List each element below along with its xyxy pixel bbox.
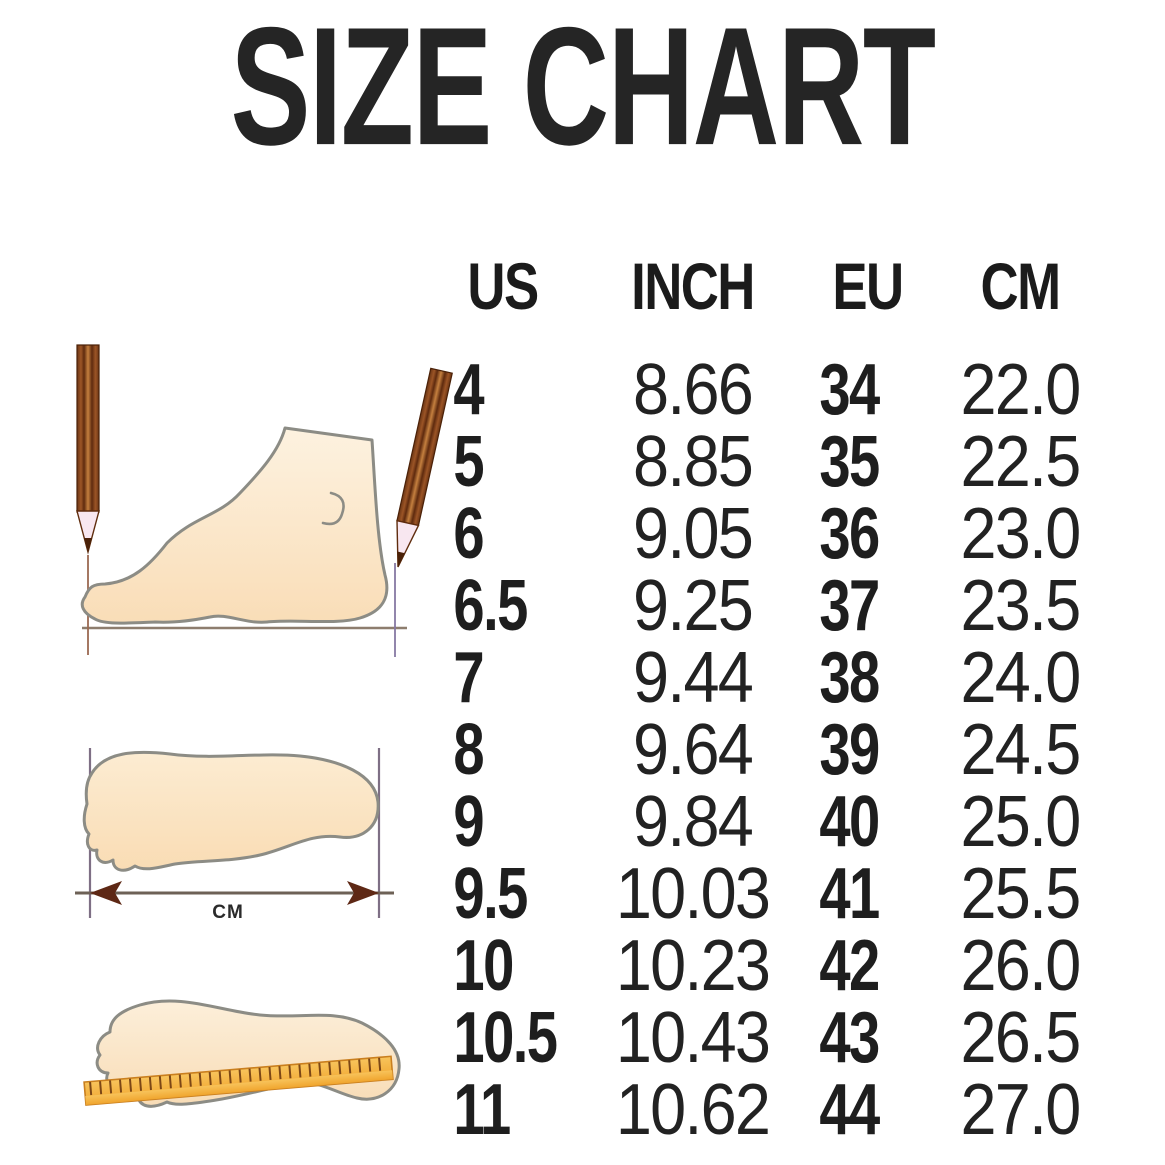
inch-cell: 10.03 (615, 854, 771, 934)
inch-cell: 9.84 (633, 782, 754, 862)
ankle-mark (321, 491, 345, 526)
table-row: 7 9.44 38 24.0 (430, 642, 1115, 714)
table-row: 9.5 10.03 41 25.5 (430, 858, 1115, 930)
cm-cell: 24.0 (960, 638, 1082, 718)
us-size-cell: 6.5 (453, 566, 528, 646)
cm-cell: 22.0 (960, 350, 1082, 430)
us-size-cell: 7 (453, 638, 484, 718)
us-size-cell: 11 (453, 1070, 511, 1150)
cm-cell: 26.0 (960, 926, 1082, 1006)
table-row: 5 8.85 35 22.5 (430, 426, 1115, 498)
foot-outline (80, 426, 389, 625)
inch-cell: 10.62 (615, 1070, 771, 1150)
table-row: 10.5 10.43 43 26.5 (430, 1002, 1115, 1074)
table-row: 6 9.05 36 23.0 (430, 498, 1115, 570)
header-inch: INCH (631, 249, 755, 323)
header-eu: EU (832, 249, 904, 323)
inch-cell: 9.44 (633, 638, 754, 718)
eu-cell: 34 (819, 350, 880, 430)
cm-cell: 26.5 (960, 998, 1082, 1078)
eu-cell: 43 (819, 998, 880, 1078)
cm-arrow-label: CM (212, 902, 244, 923)
inch-cell: 9.25 (633, 566, 754, 646)
us-size-cell: 9.5 (453, 854, 528, 934)
inch-cell: 9.64 (633, 710, 754, 790)
us-size-cell: 9 (453, 782, 484, 862)
eu-cell: 40 (819, 782, 880, 862)
table-row: 9 9.84 40 25.0 (430, 786, 1115, 858)
table-row: 8 9.64 39 24.5 (430, 714, 1115, 786)
foot-ruler-illustration (83, 999, 401, 1108)
header-cm: CM (980, 249, 1062, 323)
eu-cell: 44 (819, 1070, 880, 1150)
cm-cell: 25.0 (960, 782, 1082, 862)
us-size-cell: 5 (453, 422, 484, 502)
cm-cell: 24.5 (960, 710, 1082, 790)
pencil-left-icon (76, 344, 100, 555)
cm-cell: 27.0 (960, 1070, 1082, 1150)
cm-arrow (75, 881, 394, 905)
eu-cell: 41 (819, 854, 880, 934)
foot-length-arrow-illustration: CM (75, 748, 394, 923)
cm-cell: 25.5 (960, 854, 1082, 934)
inch-cell: 10.43 (615, 998, 771, 1078)
table-row: 6.5 9.25 37 23.5 (430, 570, 1115, 642)
table-row: 11 10.62 44 27.0 (430, 1074, 1115, 1146)
cm-cell: 22.5 (960, 422, 1082, 502)
eu-cell: 42 (819, 926, 880, 1006)
inch-cell: 8.66 (633, 350, 754, 430)
us-size-cell: 8 (453, 710, 484, 790)
us-size-cell: 10 (453, 926, 514, 1006)
pencil-right-icon (396, 367, 453, 568)
cm-cell: 23.5 (960, 566, 1082, 646)
table-row: 10 10.23 42 26.0 (430, 930, 1115, 1002)
eu-cell: 38 (819, 638, 880, 718)
inch-cell: 8.85 (633, 422, 754, 502)
inch-cell: 9.05 (633, 494, 754, 574)
footprint-outline (82, 750, 380, 872)
us-size-cell: 10.5 (453, 998, 558, 1078)
page-title: SIZE CHART (230, 0, 937, 180)
size-table-header: US INCH EU CM (430, 246, 1115, 326)
inch-cell: 10.23 (615, 926, 771, 1006)
ruler-icon (83, 1055, 394, 1106)
eu-cell: 39 (819, 710, 880, 790)
eu-cell: 36 (819, 494, 880, 574)
us-size-cell: 6 (453, 494, 484, 574)
us-size-cell: 4 (453, 350, 484, 430)
header-us: US (467, 249, 539, 323)
foot-side-measure-illustration (76, 344, 453, 657)
table-row: 4 8.66 34 22.0 (430, 354, 1115, 426)
eu-cell: 35 (819, 422, 880, 502)
size-table-body: 4 8.66 34 22.0 5 8.85 35 22.5 6 9.05 36 … (430, 354, 1115, 1146)
cm-cell: 23.0 (960, 494, 1082, 574)
eu-cell: 37 (819, 566, 880, 646)
